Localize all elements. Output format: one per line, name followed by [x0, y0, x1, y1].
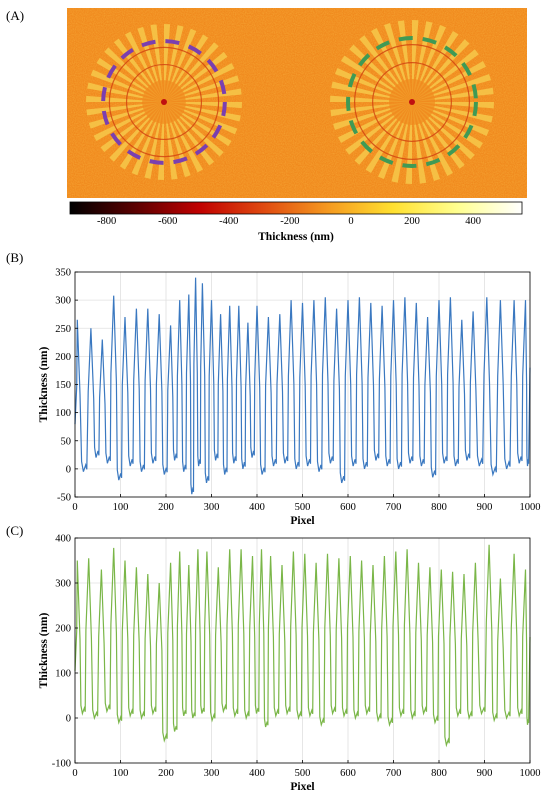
grating-ring — [125, 63, 203, 141]
x-tick-label: 800 — [431, 502, 447, 513]
y-tick-label: 150 — [55, 380, 71, 391]
colorbar-tick-label: -400 — [219, 216, 238, 227]
y-tick-label: 200 — [55, 624, 71, 635]
x-tick-label: 400 — [249, 502, 265, 513]
x-tick-label: 100 — [113, 768, 129, 779]
grating-center-dot — [409, 99, 415, 105]
grating-right — [330, 20, 494, 184]
x-tick-label: 1000 — [520, 502, 541, 513]
x-axis-label: Pixel — [290, 781, 314, 793]
grating-ring — [108, 46, 220, 158]
colorbar-tick-label: -600 — [158, 216, 177, 227]
x-tick-label: 900 — [477, 502, 493, 513]
panel-label-b: (B) — [6, 250, 24, 265]
chart-b: 0 100 200 300 400 500 600 700 800 900 1000-5005010… — [38, 268, 541, 528]
x-tick-label: 600 — [340, 768, 356, 779]
colorbar-tick-label: 0 — [348, 216, 353, 227]
series-line — [74, 277, 531, 495]
y-tick-label: 50 — [61, 436, 72, 447]
y-tick-label: 300 — [55, 296, 71, 307]
grating-ring — [354, 43, 471, 161]
x-tick-label: 900 — [477, 768, 493, 779]
x-tick-label: 300 — [204, 768, 220, 779]
x-tick-label: 100 — [113, 502, 129, 513]
grating-center-dot — [161, 99, 167, 105]
panel-label-c: (C) — [6, 523, 24, 538]
x-tick-label: 400 — [249, 768, 265, 779]
colorbar-ticks: -800 -600 -400 -200 0 200 400 — [97, 216, 481, 227]
y-tick-label: 300 — [55, 579, 71, 590]
colorbar-tick-label: -200 — [280, 216, 299, 227]
x-tick-label: 700 — [386, 768, 402, 779]
y-tick-label: 200 — [55, 352, 71, 363]
x-tick-label: 0 — [72, 768, 77, 779]
x-tick-label: 200 — [158, 502, 174, 513]
colorbar — [69, 201, 523, 215]
x-tick-label: 800 — [431, 768, 447, 779]
x-tick-label: 1000 — [520, 768, 541, 779]
y-tick-label: -100 — [52, 759, 71, 770]
dashed-circle — [346, 36, 478, 168]
x-tick-label: 600 — [340, 502, 356, 513]
x-tick-label: 500 — [295, 768, 311, 779]
x-axis-label: Pixel — [290, 515, 314, 527]
thickness-map: -800 -600 -400 -200 0 200 400 Thickness (nm) — [67, 8, 527, 243]
y-tick-label: 250 — [55, 324, 71, 335]
y-axis-label: Thickness (nm) — [38, 612, 50, 688]
x-tick-label: 300 — [204, 502, 220, 513]
x-tick-label: 700 — [386, 502, 402, 513]
x-tick-label: 200 — [158, 768, 174, 779]
colorbar-tick-label: 200 — [404, 216, 420, 227]
chart-c: 0 100 200 300 400 500 600 700 800 900 1000-1000100… — [38, 534, 541, 794]
y-tick-label: 0 — [66, 464, 71, 475]
y-tick-label: 350 — [55, 268, 71, 279]
grating-left — [86, 24, 242, 180]
y-tick-label: 100 — [55, 669, 71, 680]
grating-ring — [372, 62, 452, 142]
dashed-circle — [101, 39, 227, 165]
colorbar-tick-label: -800 — [97, 216, 116, 227]
colorbar-tick-label: 400 — [465, 216, 481, 227]
y-tick-label: 400 — [55, 534, 71, 545]
colorbar-label: Thickness (nm) — [258, 231, 334, 243]
x-tick-label: 0 — [72, 502, 77, 513]
y-tick-label: 0 — [66, 714, 71, 725]
y-tick-label: 100 — [55, 408, 71, 419]
series-line — [74, 544, 531, 748]
x-tick-label: 500 — [295, 502, 311, 513]
y-axis-label: Thickness (nm) — [38, 346, 50, 422]
panel-label-a: (A) — [6, 8, 25, 23]
y-tick-label: -50 — [57, 493, 71, 504]
